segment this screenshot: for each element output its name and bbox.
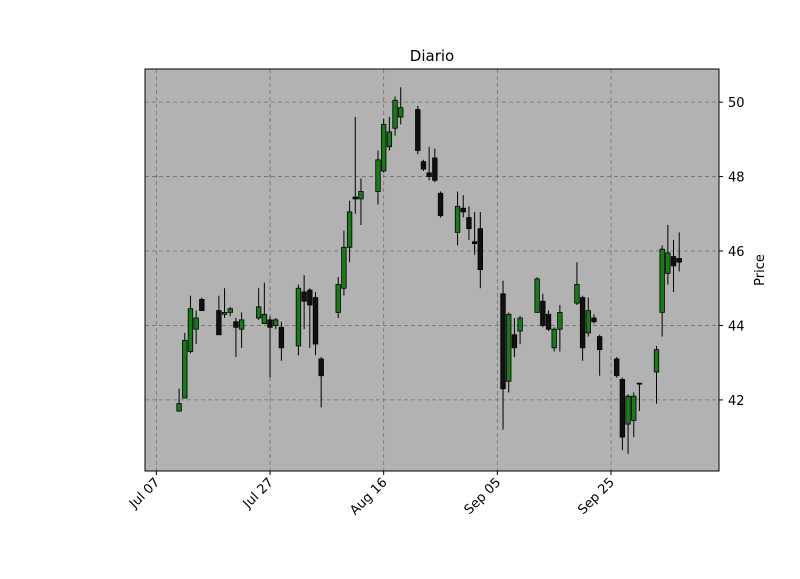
candle-body <box>176 403 182 412</box>
candle-body <box>392 99 398 129</box>
candle-body <box>670 256 677 267</box>
candle-body <box>182 339 188 399</box>
candle-body <box>631 395 637 421</box>
candle-body <box>301 291 307 302</box>
candle-body <box>432 157 438 181</box>
candle-body <box>398 107 404 118</box>
candle-body <box>574 284 580 304</box>
x-tick-label: Aug 16 <box>347 475 390 518</box>
candle-body <box>318 358 324 377</box>
candle-body <box>636 382 643 385</box>
candle-body <box>295 287 302 347</box>
chart-title: Diario <box>410 47 454 65</box>
candle-body <box>500 293 506 390</box>
candle-body <box>551 328 557 349</box>
x-tick-label: Sep 05 <box>462 475 505 518</box>
candle-body <box>386 131 393 148</box>
candle-body <box>278 326 285 349</box>
candle-body <box>216 310 222 336</box>
candle-body <box>454 205 461 233</box>
x-tick-label: Sep 25 <box>575 475 618 518</box>
candle-body <box>221 312 228 315</box>
candle-body <box>375 159 381 192</box>
candle-body <box>625 395 631 425</box>
candle-body <box>199 299 205 311</box>
y-tick-label: 42 <box>728 394 745 409</box>
candle-body <box>477 228 483 271</box>
candle-body <box>659 248 665 313</box>
candle-body <box>227 308 233 313</box>
candle-body <box>540 300 546 326</box>
candle-body <box>238 319 245 330</box>
y-tick-label: 46 <box>728 245 745 260</box>
candle-body <box>506 313 512 382</box>
candle-body <box>665 252 671 274</box>
candle-body <box>312 297 319 345</box>
candle-body <box>352 196 358 200</box>
candle-body <box>233 321 239 328</box>
candle-body <box>193 317 199 330</box>
candle-body <box>557 312 563 330</box>
candle-body <box>460 207 466 213</box>
candle-body <box>307 289 313 306</box>
candle-body <box>437 192 444 217</box>
candle-body <box>511 334 518 349</box>
candle-body <box>267 319 273 328</box>
candle-body <box>255 306 262 319</box>
candle-body <box>187 308 194 352</box>
candle-body <box>415 109 421 151</box>
candle-body <box>579 297 586 349</box>
candle-body <box>653 349 660 373</box>
candle-body <box>534 278 540 313</box>
candle-body <box>420 161 427 170</box>
candle-body <box>591 317 597 323</box>
candle-body <box>471 241 478 244</box>
candle-body <box>466 217 472 230</box>
x-tick-label: Jul 07 <box>126 475 163 512</box>
candle-body <box>335 284 341 313</box>
candle-body <box>619 379 626 438</box>
y-tick-label: 48 <box>728 171 745 186</box>
candle-body <box>426 172 432 177</box>
candle-body <box>381 124 387 172</box>
y-tick-label: 50 <box>728 96 745 111</box>
y-axis-label: Price <box>753 254 768 286</box>
candle-body <box>273 319 279 326</box>
y-tick-label: 44 <box>728 319 745 334</box>
candle-body <box>341 246 347 289</box>
candle-body <box>614 358 620 377</box>
candle-body <box>261 313 268 324</box>
candle-body <box>346 211 353 248</box>
candle-body <box>596 336 603 351</box>
candle-body <box>585 310 591 334</box>
x-tick-label: Jul 27 <box>240 475 277 512</box>
candle-body <box>676 258 682 263</box>
candle-body <box>517 317 523 332</box>
candle-body <box>358 191 364 200</box>
plot-frame <box>144 68 720 472</box>
candle-body <box>545 313 552 330</box>
